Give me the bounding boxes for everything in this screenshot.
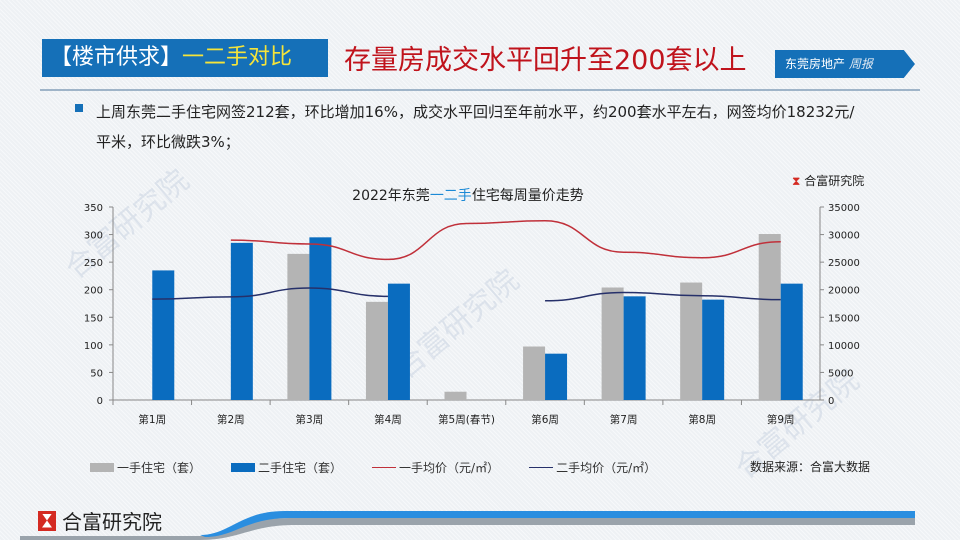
bar-resale bbox=[309, 237, 332, 400]
line-resale-price bbox=[545, 291, 781, 302]
legend-swatch bbox=[529, 466, 554, 469]
section-title: 【楼市供求】一二手对比 bbox=[42, 39, 328, 77]
footer-brand: 合富研究院 bbox=[62, 510, 162, 534]
chart-title: 2022年东莞一二手住宅每周量价走势 bbox=[352, 188, 584, 204]
headline: 存量房成交水平回升至200套以上 bbox=[344, 45, 747, 76]
x-tick-label: 第5周(春节) bbox=[438, 413, 495, 426]
tag-script: 周报 bbox=[848, 57, 873, 71]
y-right-tick-label: 20000 bbox=[828, 286, 860, 297]
legend-item: 二手均价（元/㎡） bbox=[529, 459, 656, 476]
x-tick-label: 第1周 bbox=[138, 413, 166, 426]
chart-logo-text: 合富研究院 bbox=[804, 174, 865, 188]
header-divider bbox=[40, 89, 920, 91]
y-left-tick-label: 300 bbox=[84, 231, 103, 242]
bar-resale bbox=[780, 283, 803, 400]
data-source: 数据来源：合富大数据 bbox=[750, 460, 871, 474]
y-right-tick-label: 0 bbox=[828, 396, 834, 407]
title-part: 2022年东莞 bbox=[352, 188, 430, 204]
footer-logo: 合富研究院 bbox=[38, 506, 162, 535]
bar-new bbox=[758, 234, 781, 400]
section-subtitle: 一二手对比 bbox=[182, 45, 293, 70]
bullet-icon bbox=[75, 104, 83, 112]
bar-new bbox=[601, 287, 624, 400]
bar-resale bbox=[545, 353, 568, 400]
legend-item: 一手住宅（套） bbox=[90, 459, 201, 476]
legend-label: 二手均价（元/㎡） bbox=[556, 461, 657, 475]
x-tick-label: 第7周 bbox=[610, 413, 638, 426]
title-part: 住宅每周量价走势 bbox=[472, 188, 584, 204]
logo-mark-icon bbox=[38, 510, 56, 531]
legend-label: 一手均价（元/㎡） bbox=[399, 461, 500, 475]
y-right-tick-label: 10000 bbox=[828, 341, 860, 352]
footer-gray-stripe bbox=[20, 518, 915, 540]
legend: 一手住宅（套） 二手住宅（套） 一手均价（元/㎡） 二手均价（元/㎡） bbox=[90, 459, 656, 476]
bar-resale bbox=[152, 270, 175, 400]
line-new-price bbox=[230, 220, 781, 261]
y-right-tick-label: 15000 bbox=[828, 313, 860, 324]
x-tick-label: 第9周 bbox=[767, 413, 795, 426]
section-label: 【楼市供求】 bbox=[50, 45, 183, 70]
y-left-tick-label: 50 bbox=[90, 368, 103, 379]
y-left-tick-label: 0 bbox=[97, 396, 103, 407]
footer-blue-stripe bbox=[200, 511, 915, 537]
bar-new bbox=[444, 391, 467, 400]
legend-label: 一手住宅（套） bbox=[117, 461, 202, 475]
x-tick-label: 第2周 bbox=[217, 413, 245, 426]
bar-new bbox=[523, 346, 546, 400]
x-tick-label: 第3周 bbox=[296, 413, 324, 426]
y-right-tick-label: 30000 bbox=[828, 231, 860, 242]
legend-swatch bbox=[90, 463, 114, 472]
logo-mark-icon: ⧗ bbox=[792, 174, 801, 188]
y-left-tick-label: 150 bbox=[84, 313, 103, 324]
x-tick-label: 第6周 bbox=[531, 413, 559, 426]
y-right-tick-label: 25000 bbox=[828, 258, 860, 269]
y-left-tick-label: 100 bbox=[84, 341, 103, 352]
bar-resale bbox=[702, 299, 725, 400]
chart-logo: ⧗ 合富研究院 bbox=[792, 172, 864, 189]
x-tick-label: 第8周 bbox=[688, 413, 716, 426]
footer-stripe bbox=[20, 511, 915, 540]
legend-label: 二手住宅（套） bbox=[258, 461, 343, 475]
bar-resale bbox=[623, 296, 646, 400]
bar-new bbox=[365, 301, 388, 400]
y-right-tick-label: 35000 bbox=[828, 203, 860, 214]
line-resale-price bbox=[152, 287, 388, 300]
y-left-tick-label: 250 bbox=[84, 258, 103, 269]
bar-new bbox=[680, 282, 703, 400]
legend-swatch bbox=[372, 466, 397, 469]
legend-item: 一手均价（元/㎡） bbox=[372, 459, 499, 476]
legend-swatch bbox=[231, 463, 256, 472]
bar-new bbox=[287, 253, 310, 400]
report-tag: 东莞房地产 周报 bbox=[775, 50, 915, 78]
y-right-tick-label: 5000 bbox=[828, 368, 853, 379]
legend-item: 二手住宅（套） bbox=[231, 459, 342, 476]
tag-label: 东莞房地产 bbox=[785, 57, 846, 71]
summary-text: 上周东莞二手住宅网签212套，环比增加16%，成交水平回归至年前水平，约200套… bbox=[96, 103, 855, 151]
y-left-tick-label: 350 bbox=[84, 203, 103, 214]
y-left-tick-label: 200 bbox=[84, 286, 103, 297]
bar-resale bbox=[230, 242, 253, 400]
bar-resale bbox=[387, 283, 410, 400]
title-part: 一二手 bbox=[430, 188, 472, 204]
x-tick-label: 第4周 bbox=[374, 413, 402, 426]
